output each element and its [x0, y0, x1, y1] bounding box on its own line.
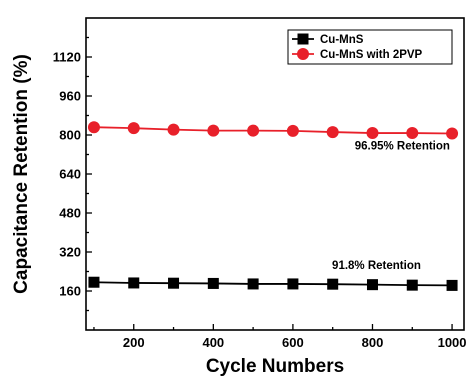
- data-point: [168, 277, 180, 289]
- data-point: [326, 126, 339, 139]
- retention-annotation: 96.95% Retention: [355, 141, 450, 153]
- data-point: [286, 124, 299, 137]
- data-point: [366, 127, 379, 140]
- data-point: [88, 276, 100, 288]
- plot-frame: [85, 17, 465, 331]
- legend-entry: Cu-MnS: [292, 33, 364, 46]
- data-point: [406, 279, 418, 291]
- data-point: [406, 127, 419, 140]
- x-axis-title: Cycle Numbers: [206, 356, 344, 377]
- data-point: [287, 278, 299, 290]
- y-tick-label: 320: [59, 245, 81, 260]
- data-point: [127, 122, 140, 135]
- x-tick-label: 800: [362, 335, 384, 350]
- data-point: [87, 121, 100, 134]
- data-point: [207, 124, 220, 137]
- y-tick-label: 160: [59, 284, 81, 299]
- data-point: [167, 123, 180, 136]
- data-point: [327, 278, 339, 290]
- data-point: [446, 279, 458, 291]
- legend-box: [287, 29, 453, 65]
- series-1: [88, 276, 458, 291]
- y-tick-label: 640: [59, 167, 81, 182]
- series-2: [87, 121, 459, 140]
- data-point: [128, 277, 140, 289]
- y-tick-labels: 160 320 480 640 800 960 1120: [53, 50, 81, 299]
- x-tick-labels: 200 400 600 800 1000: [123, 335, 467, 350]
- legend-label: Cu-MnS with 2PVP: [320, 49, 423, 61]
- annotations: 96.95% Retention 91.8% Retention: [332, 141, 450, 272]
- retention-annotation: 91.8% Retention: [332, 260, 421, 272]
- series-layer: [87, 121, 459, 291]
- y-tick-label: 960: [59, 89, 81, 104]
- y-tick-label: 1120: [53, 50, 81, 65]
- legend-marker: [297, 33, 309, 45]
- x-tick-label: 400: [202, 335, 224, 350]
- x-tick-label: 600: [282, 335, 304, 350]
- legend-marker: [297, 48, 309, 60]
- data-point: [247, 278, 259, 290]
- data-point: [207, 277, 219, 289]
- y-axis-title: Capacitance Retention (%): [11, 54, 32, 294]
- x-tick-label: 200: [123, 335, 145, 350]
- data-point: [446, 127, 459, 140]
- legend-entry: Cu-MnS with 2PVP: [292, 48, 423, 61]
- data-point: [366, 279, 378, 291]
- legend: Cu-MnS Cu-MnS with 2PVP: [287, 29, 453, 65]
- y-tick-label: 800: [59, 128, 81, 143]
- series-line: [93, 126, 453, 135]
- legend-label: Cu-MnS: [320, 34, 364, 46]
- x-tick-label: 1000: [438, 335, 467, 350]
- data-point: [247, 124, 260, 137]
- series-line: [93, 281, 453, 287]
- y-tick-label: 480: [59, 206, 81, 221]
